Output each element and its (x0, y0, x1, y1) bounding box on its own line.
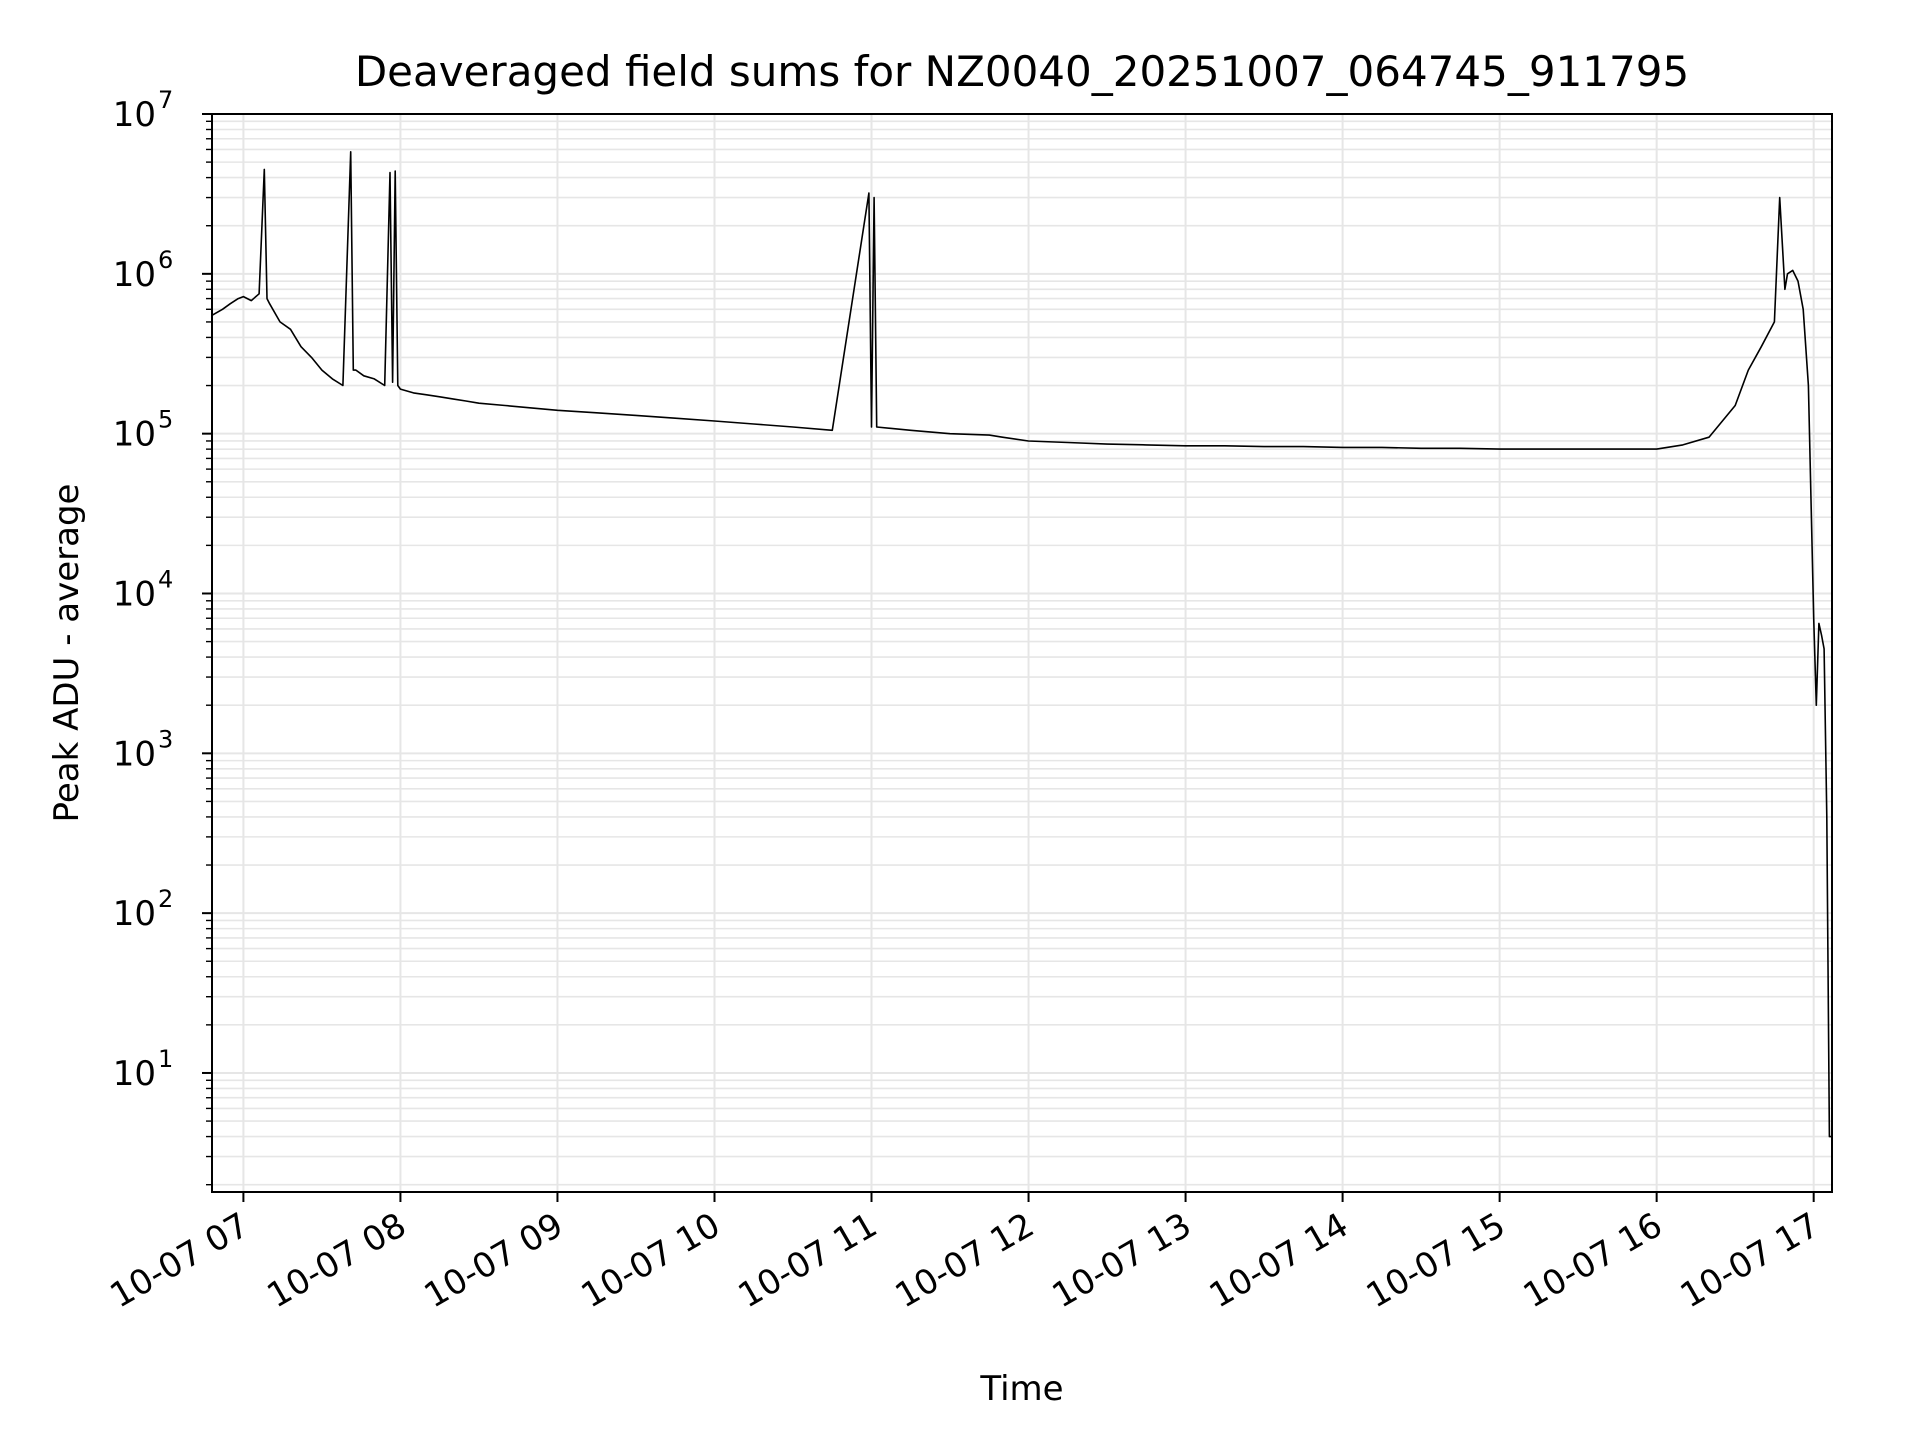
chart-title: Deaveraged field sums for NZ0040_2025100… (355, 47, 1689, 96)
y-tick-base: 10 (113, 95, 156, 135)
y-tick-exponent: 2 (158, 885, 173, 913)
y-tick-exponent: 1 (158, 1045, 173, 1073)
y-tick-exponent: 5 (158, 406, 173, 434)
y-tick-exponent: 6 (158, 246, 173, 274)
y-tick-base: 10 (113, 894, 156, 934)
y-tick-exponent: 4 (158, 565, 173, 593)
y-tick-base: 10 (113, 255, 156, 295)
plot-frame (211, 113, 1833, 1193)
series-line (211, 151, 1832, 1138)
data-line-layer (211, 151, 1832, 1138)
y-tick-base: 10 (113, 415, 156, 455)
y-tick-label: 10 (113, 255, 156, 295)
y-tick-base: 10 (113, 734, 156, 774)
grid-layer (212, 113, 1832, 1192)
y-tick-exponent: 7 (158, 86, 173, 114)
y-axis-label: Peak ADU - average (47, 484, 87, 823)
y-tick-label: 10 (113, 95, 156, 135)
y-tick-label: 10 (113, 734, 156, 774)
y-tick-label: 10 (113, 894, 156, 934)
y-tick-label: 10 (113, 1054, 156, 1094)
y-tick-label: 10 (113, 574, 156, 614)
y-tick-base: 10 (113, 1054, 156, 1094)
x-axis-label: Time (979, 1369, 1063, 1409)
y-tick-exponent: 3 (158, 725, 173, 753)
y-tick-base: 10 (113, 574, 156, 614)
y-tick-label: 10 (113, 415, 156, 455)
